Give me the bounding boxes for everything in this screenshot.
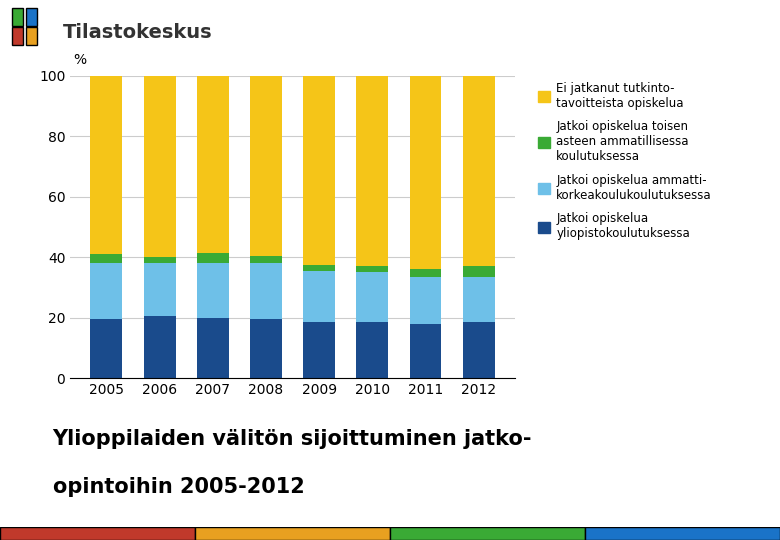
FancyBboxPatch shape — [195, 526, 390, 540]
FancyBboxPatch shape — [585, 526, 780, 540]
Bar — [144, 263, 176, 316]
FancyBboxPatch shape — [12, 8, 23, 26]
FancyBboxPatch shape — [26, 8, 37, 26]
Bar — [356, 266, 388, 272]
FancyBboxPatch shape — [390, 526, 585, 540]
Bar — [303, 271, 335, 322]
FancyBboxPatch shape — [12, 27, 23, 45]
Bar — [90, 263, 122, 319]
Bar — [197, 263, 229, 318]
Bar — [463, 266, 495, 276]
Bar — [463, 276, 495, 322]
Text: Ylioppilaiden välitön sijoittuminen jatko-: Ylioppilaiden välitön sijoittuminen jatk… — [53, 429, 532, 449]
Bar — [410, 276, 441, 323]
Bar — [250, 319, 282, 378]
Bar — [410, 76, 441, 269]
Bar — [144, 316, 176, 378]
Text: %: % — [73, 52, 87, 66]
Bar — [197, 318, 229, 378]
Bar — [197, 253, 229, 263]
Bar — [356, 322, 388, 378]
Bar — [90, 254, 122, 263]
Bar — [303, 322, 335, 378]
Bar — [197, 76, 229, 253]
Legend: Ei jatkanut tutkinto-
tavoitteista opiskelua, Jatkoi opiskelua toisen
asteen amm: Ei jatkanut tutkinto- tavoitteista opisk… — [538, 82, 712, 240]
Text: opintoihin 2005-2012: opintoihin 2005-2012 — [53, 477, 304, 497]
Bar — [250, 263, 282, 319]
Text: Tilastokeskus: Tilastokeskus — [62, 23, 212, 42]
Bar — [90, 76, 122, 254]
Bar — [250, 76, 282, 255]
Bar — [144, 257, 176, 263]
Bar — [90, 319, 122, 378]
FancyBboxPatch shape — [0, 526, 195, 540]
Bar — [463, 76, 495, 266]
Bar — [303, 265, 335, 271]
Bar — [303, 76, 335, 265]
FancyBboxPatch shape — [26, 27, 37, 45]
Bar — [250, 255, 282, 263]
Bar — [463, 322, 495, 378]
Bar — [410, 323, 441, 378]
Bar — [144, 76, 176, 257]
Bar — [356, 272, 388, 322]
Bar — [356, 76, 388, 266]
Bar — [410, 269, 441, 276]
